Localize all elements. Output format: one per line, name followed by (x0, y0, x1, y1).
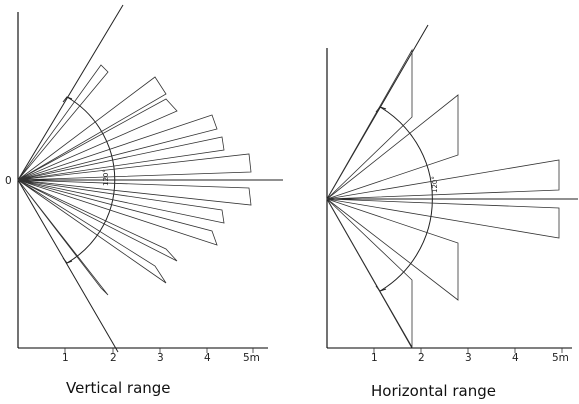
horizontal-range-caption: Horizontal range (371, 382, 496, 400)
vertical-angle-label: 120° (102, 169, 110, 186)
vertical-zone-2 (17, 76, 167, 181)
vertical-zone-10 (17, 179, 178, 262)
horizontal-tick-label: 2 (418, 352, 425, 364)
vertical-arc-arrow-bottom (62, 257, 73, 264)
vertical-zone-7 (17, 179, 252, 206)
vertical-range-diagram: 120° 0 1 2 3 4 5m Vertical range (5, 4, 283, 397)
vertical-zone-9 (17, 179, 218, 246)
horizontal-zone-4 (326, 198, 560, 239)
horizontal-zone-6 (326, 198, 413, 349)
vertical-zone-11 (17, 179, 167, 284)
vertical-zone-4 (17, 114, 218, 181)
vertical-lower-boundary-line (17, 179, 119, 353)
vertical-zone-5 (17, 136, 225, 181)
vertical-tick-label: 5m (243, 352, 260, 364)
vertical-angle-arc (66, 96, 116, 264)
vertical-arc-arrow-top (62, 96, 73, 103)
horizontal-tick-label: 1 (371, 352, 378, 364)
vertical-zones (17, 64, 252, 296)
vertical-zone-1 (17, 64, 109, 181)
horizontal-angle-arc (379, 106, 433, 292)
vertical-zone-3 (17, 98, 178, 181)
vertical-zone-6 (17, 153, 252, 181)
vertical-tick-label: 3 (157, 352, 164, 364)
horizontal-angle-label: 120° (431, 176, 439, 193)
horizontal-zone-3 (326, 159, 560, 200)
vertical-origin-label: 0 (5, 175, 12, 187)
horizontal-tick-label: 5m (552, 352, 569, 364)
horizontal-zone-5 (326, 198, 459, 301)
horizontal-tick-label: 4 (512, 352, 519, 364)
vertical-tick-label: 4 (204, 352, 211, 364)
vertical-zone-12 (17, 179, 109, 296)
vertical-range-caption: Vertical range (66, 379, 171, 397)
vertical-tick-labels: 1 2 3 4 5m (62, 352, 260, 364)
vertical-upper-boundary-line (17, 4, 124, 181)
horizontal-zone-2 (326, 94, 459, 200)
vertical-tick-marks (64, 348, 254, 353)
vertical-zone-8 (17, 179, 225, 224)
horizontal-tick-label: 3 (465, 352, 472, 364)
horizontal-tick-labels: 1 2 3 4 5m (371, 352, 569, 364)
horizontal-tick-marks (373, 348, 563, 353)
horizontal-range-diagram: 120° 1 2 3 4 5m Horizontal range (326, 24, 578, 400)
horizontal-zone-1 (326, 48, 413, 200)
horizontal-zones (326, 48, 560, 349)
vertical-tick-label: 1 (62, 352, 69, 364)
vertical-tick-label: 2 (110, 352, 117, 364)
